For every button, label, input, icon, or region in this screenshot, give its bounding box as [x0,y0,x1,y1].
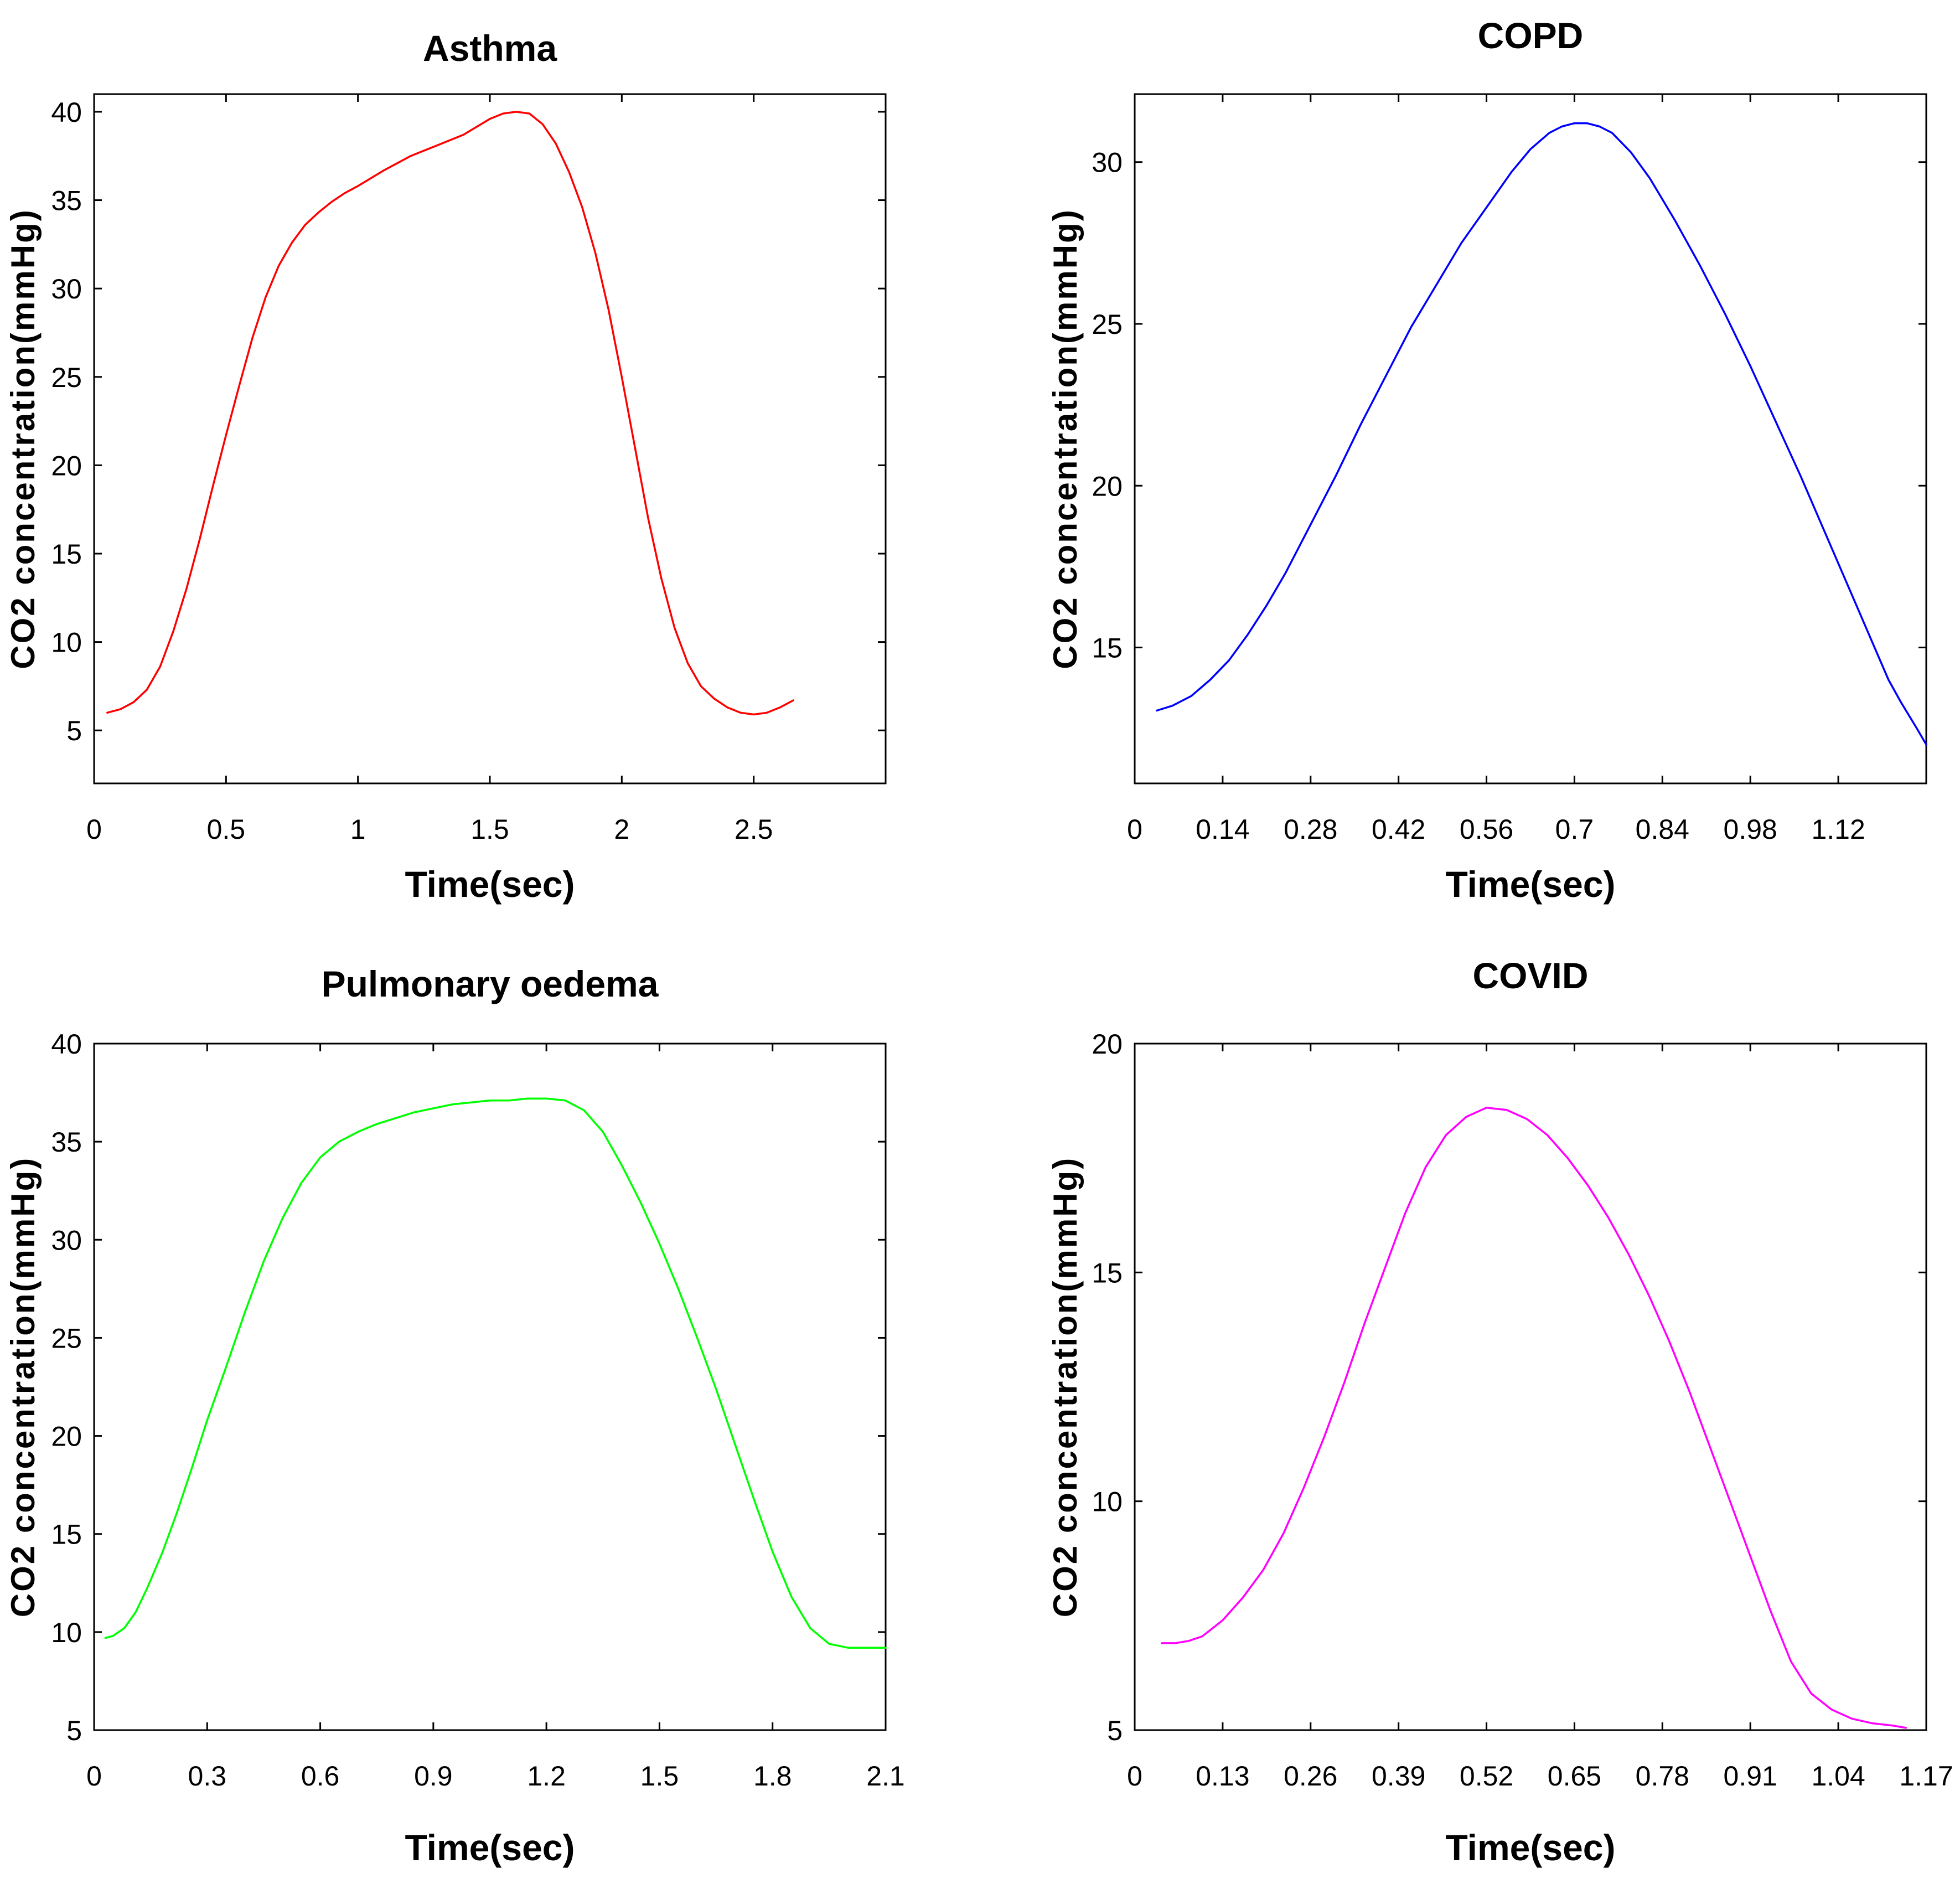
pulmonary-oedema-x-tick-label: 1.8 [753,1761,792,1792]
asthma-x-tick-label: 0 [86,814,102,845]
asthma-x-tick-label: 2.5 [735,814,773,845]
copd-x-tick-label: 0.42 [1372,814,1425,845]
copd-y-tick-label: 15 [1092,633,1123,664]
copd-x-tick-label: 0.7 [1555,814,1594,845]
copd-x-tick-label: 0.84 [1636,814,1689,845]
copd-y-tick-label: 20 [1092,471,1123,502]
pulmonary-oedema-y-tick-label: 25 [51,1323,82,1354]
covid-axes-box [1134,1043,1927,1731]
asthma-x-tick-label: 2 [614,814,629,845]
copd-chart-title: COPD [1478,15,1584,56]
covid-x-tick-label: 0.26 [1284,1761,1337,1792]
copd-x-tick-label: 0.98 [1724,814,1777,845]
pulmonary-oedema-x-tick-label: 2.1 [866,1761,905,1792]
pulmonary-oedema-y-tick-label: 30 [51,1225,82,1256]
covid-x-tick-label: 0.52 [1460,1761,1513,1792]
asthma-x-tick-label: 1.5 [470,814,509,845]
copd-x-tick-label: 0.56 [1460,814,1513,845]
copd-x-tick-label: 0 [1127,814,1142,845]
asthma-x-tick-label: 1 [350,814,366,845]
pulmonary-oedema-axes-box [93,1043,887,1731]
asthma-y-tick-label: 35 [51,185,82,216]
pulmonary-oedema-panel: 0 0.3 0.6 0.9 1.2 1.5 1.8 2.1 5 10 15 20 25 30 35 40 Pul… [4,963,905,1868]
covid-x-axis-label: Time(sec) [1446,1827,1616,1868]
pulmonary-oedema-x-tick-label: 0.6 [301,1761,340,1792]
covid-x-tick-label: 0.78 [1636,1761,1689,1792]
pulmonary-oedema-y-tick-label: 20 [51,1421,82,1452]
pulmonary-oedema-x-tick-label: 0 [86,1761,102,1792]
asthma-axes-box [93,93,887,785]
asthma-chart-title: Asthma [423,28,557,69]
asthma-y-tick-label: 30 [51,273,82,305]
covid-x-tick-label: 1.04 [1811,1761,1865,1792]
copd-y-tick-label: 25 [1092,309,1123,340]
copd-x-tick-label: 0.14 [1196,814,1249,845]
pulmonary-oedema-y-tick-label: 35 [51,1127,82,1158]
pulmonary-oedema-chart-title: Pulmonary oedema [322,963,659,1004]
copd-y-axis-label: CO2 concentration(mmHg) [1047,208,1084,669]
covid-y-tick-label: 20 [1092,1029,1123,1060]
asthma-y-tick-label: 25 [51,362,82,393]
covid-chart-title: COVID [1472,955,1588,996]
pulmonary-oedema-x-tick-label: 0.3 [188,1761,227,1792]
covid-y-tick-label: 5 [1107,1715,1123,1746]
asthma-panel: 0 0.5 1 1.5 2 2.5 5 10 15 20 25 30 35 40 Asthma Time(se… [4,28,887,905]
pulmonary-oedema-x-tick-label: 1.5 [640,1761,679,1792]
pulmonary-oedema-y-tick-label: 5 [66,1715,82,1746]
pulmonary-oedema-y-tick-label: 40 [51,1029,82,1060]
copd-axes-box [1134,93,1927,785]
copd-y-tick-label: 30 [1092,147,1123,178]
asthma-series-line [106,111,794,716]
asthma-y-axis-label: CO2 concentration(mmHg) [4,208,42,669]
pulmonary-oedema-x-tick-label: 0.9 [414,1761,453,1792]
covid-y-axis-label: CO2 concentration(mmHg) [1047,1157,1084,1617]
asthma-x-axis-label: Time(sec) [405,864,575,905]
asthma-x-tick-label: 0.5 [207,814,246,845]
pulmonary-oedema-x-tick-label: 1.2 [527,1761,566,1792]
covid-x-tick-label: 0.13 [1196,1761,1249,1792]
copd-x-axis-label: Time(sec) [1446,864,1616,905]
asthma-y-tick-label: 20 [51,450,82,481]
copd-panel: 0 0.14 0.28 0.42 0.56 0.7 0.84 0.98 1.12 15 20 25 30… [1047,15,1927,905]
asthma-y-tick-label: 5 [66,715,82,746]
covid-x-tick-label: 0.91 [1724,1761,1777,1792]
copd-series-line [1155,122,1927,746]
covid-y-tick-label: 10 [1092,1487,1123,1518]
copd-x-tick-label: 1.12 [1811,814,1865,845]
copd-x-tick-label: 0.28 [1284,814,1337,845]
asthma-y-tick-label: 10 [51,627,82,658]
covid-x-tick-label: 1.17 [1899,1761,1953,1792]
pulmonary-oedema-y-tick-label: 15 [51,1519,82,1550]
covid-y-tick-label: 15 [1092,1257,1123,1288]
pulmonary-oedema-x-axis-label: Time(sec) [405,1827,575,1868]
covid-series-line [1161,1106,1907,1729]
pulmonary-oedema-series-line [104,1097,887,1649]
asthma-y-tick-label: 15 [51,539,82,570]
pulmonary-oedema-y-tick-label: 10 [51,1617,82,1648]
covid-x-tick-label: 0 [1127,1761,1142,1792]
pulmonary-oedema-y-axis-label: CO2 concentration(mmHg) [4,1157,42,1617]
covid-x-tick-label: 0.39 [1372,1761,1425,1792]
covid-x-tick-label: 0.65 [1548,1761,1601,1792]
covid-panel: 0 0.13 0.26 0.39 0.52 0.65 0.78 0.91 1.04 1.17 5 10… [1047,955,1953,1868]
asthma-y-tick-label: 40 [51,97,82,128]
